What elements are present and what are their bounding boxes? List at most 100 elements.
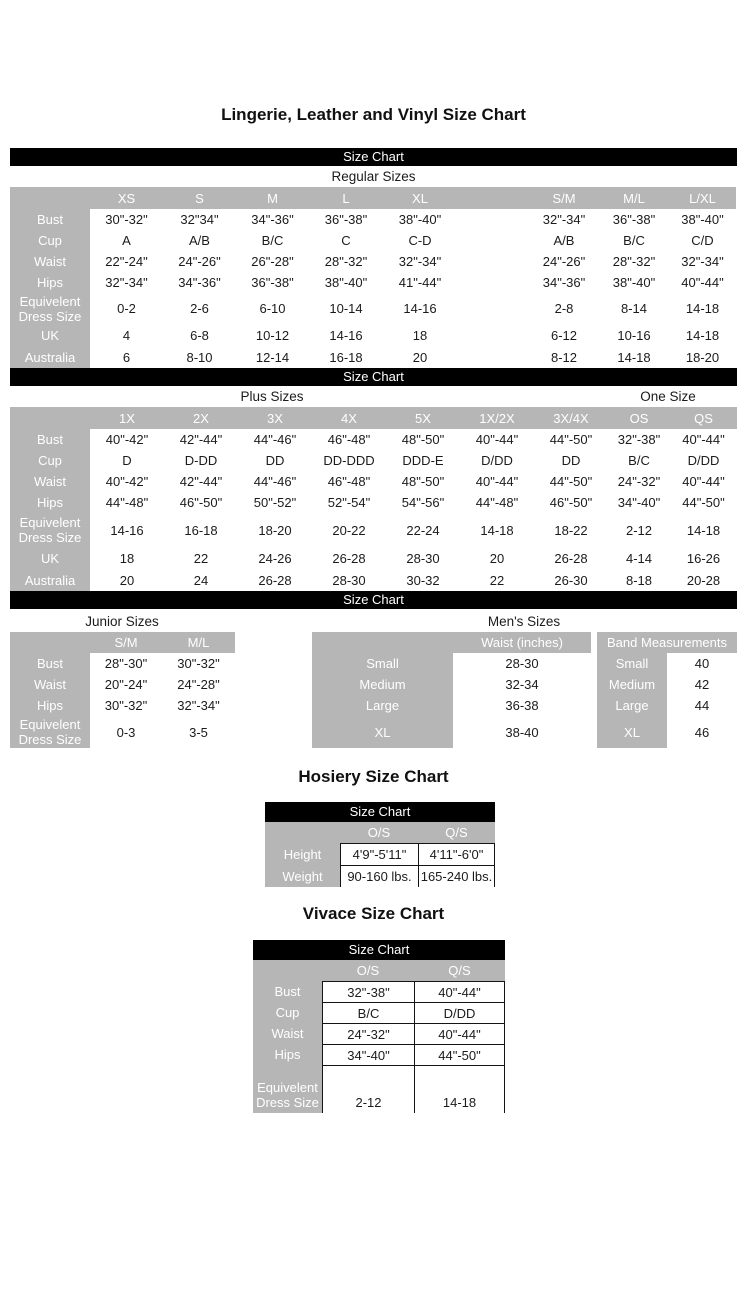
value-cell: 24-26 (238, 547, 312, 569)
row-label: Large (312, 695, 453, 716)
row-label: Equivelent Dress Size (10, 513, 90, 547)
value-cell: 20-28 (670, 569, 737, 591)
value-cell: 32"-38" (322, 981, 414, 1002)
value-cell: 42 (667, 674, 737, 695)
value-cell: 30"-32" (90, 209, 163, 230)
mens-band-table-wrap: Band Measurements Small 40 Medium 42 Large 44… (597, 632, 737, 748)
row-label: Waist (10, 251, 90, 272)
size-chart-bar-1: Size Chart (10, 148, 737, 166)
column-header: Q/S (418, 822, 495, 843)
value-cell: 14-18 (670, 513, 737, 547)
value-cell: 44"-50" (534, 429, 608, 450)
value-cell: B/C (599, 230, 669, 251)
value-cell: 10-12 (236, 324, 309, 346)
value-cell: D/DD (670, 450, 737, 471)
value-cell: 4 (90, 324, 163, 346)
value-cell: A/B (163, 230, 236, 251)
value-cell: 40"-44" (669, 272, 736, 293)
value-cell: 32"-34" (90, 272, 163, 293)
value-cell: 32"-34" (383, 251, 457, 272)
value-cell: 32"-34" (529, 209, 599, 230)
value-cell: C-D (383, 230, 457, 251)
column-header: L/XL (669, 187, 736, 209)
value-cell: 32-34 (453, 674, 591, 695)
value-cell: 4-14 (608, 547, 670, 569)
value-cell: 26-28 (534, 547, 608, 569)
value-cell: B/C (236, 230, 309, 251)
regular-sizes-table: XS S M L XL S/M M/L L/XL Bust 30"-32" 32"34" 34"-36… (10, 187, 747, 368)
spacer-cell (457, 251, 529, 272)
value-cell: 50"-52" (238, 492, 312, 513)
value-cell: 34"-40" (322, 1044, 414, 1065)
value-cell: DDD-E (386, 450, 460, 471)
value-cell: 52"-54" (312, 492, 386, 513)
value-cell: 44"-46" (238, 471, 312, 492)
row-label: Hips (10, 695, 90, 716)
value-cell: 42"-44" (164, 471, 238, 492)
row-label: Equivelent Dress Size (10, 716, 90, 748)
value-cell: 2-6 (163, 293, 236, 324)
value-cell: 34"-36" (529, 272, 599, 293)
mens-sizes-label: Men's Sizes (487, 614, 561, 629)
value-cell: 36"-38" (599, 209, 669, 230)
value-cell: 14-18 (669, 293, 736, 324)
value-cell: 14-16 (90, 513, 164, 547)
value-cell: 44"-48" (460, 492, 534, 513)
row-label: Large (597, 695, 667, 716)
spacer-cell (457, 272, 529, 293)
value-cell: 10-16 (599, 324, 669, 346)
vivace-table: O/S Q/S Bust 32"-38" 40"-44" Cup B/C D/DD Waist 2… (253, 960, 747, 1113)
value-cell: 18-22 (534, 513, 608, 547)
value-cell: 14-18 (414, 1065, 505, 1113)
value-cell: 2-8 (529, 293, 599, 324)
value-cell: 20 (460, 547, 534, 569)
value-cell: 4'9"-5'11" (340, 843, 418, 865)
value-cell: 6-12 (529, 324, 599, 346)
value-cell: 34"-36" (236, 209, 309, 230)
row-label: UK (10, 547, 90, 569)
value-cell: 20-22 (312, 513, 386, 547)
band-measurements-header: Band Measurements (597, 632, 737, 653)
row-label: Bust (10, 429, 90, 450)
value-cell: 22 (164, 547, 238, 569)
value-cell: 46"-50" (164, 492, 238, 513)
value-cell: 24"-26" (529, 251, 599, 272)
junior-mens-labels-row: Junior Sizes Men's Sizes (0, 611, 747, 632)
value-cell: DD (238, 450, 312, 471)
row-label: Weight (265, 865, 340, 887)
column-header: XL (383, 187, 457, 209)
column-header: 4X (312, 407, 386, 429)
row-label: Australia (10, 346, 90, 368)
hosiery-size-chart-bar: Size Chart (265, 802, 495, 822)
junior-sizes-label: Junior Sizes (85, 614, 159, 629)
column-header: O/S (322, 960, 414, 981)
spacer-cell (457, 293, 529, 324)
vivace-size-chart-bar: Size Chart (253, 940, 505, 960)
plus-sizes-table: 1X 2X 3X 4X 5X 1X/2X 3X/4X OS QS Bust 40"-42" 42"-4… (10, 407, 747, 591)
value-cell: 14-18 (599, 346, 669, 368)
value-cell: 20"-24" (90, 674, 162, 695)
row-label: Medium (597, 674, 667, 695)
column-header: 3X/4X (534, 407, 608, 429)
value-cell: 34"-40" (608, 492, 670, 513)
value-cell: 165-240 lbs. (418, 865, 495, 887)
mens-waist-table: Waist (inches) Small 28-30 Medium 32-34 Large… (312, 632, 591, 748)
value-cell: 28-30 (312, 569, 386, 591)
value-cell: 40"-44" (460, 429, 534, 450)
value-cell: B/C (322, 1002, 414, 1023)
junior-mens-section: Junior Sizes Men's Sizes S/M M/L Bust 28"-3… (0, 611, 747, 748)
column-header: Q/S (414, 960, 505, 981)
row-label: XL (312, 716, 453, 748)
value-cell: 38"-40" (669, 209, 736, 230)
value-cell: 8-18 (608, 569, 670, 591)
spacer-cell (457, 324, 529, 346)
value-cell: 18 (383, 324, 457, 346)
value-cell: 30"-32" (90, 695, 162, 716)
value-cell: A/B (529, 230, 599, 251)
value-cell: C (309, 230, 383, 251)
value-cell: 44"-50" (534, 471, 608, 492)
value-cell: 22 (460, 569, 534, 591)
value-cell: 32"34" (163, 209, 236, 230)
value-cell: 2-12 (608, 513, 670, 547)
value-cell: 40"-44" (670, 429, 737, 450)
